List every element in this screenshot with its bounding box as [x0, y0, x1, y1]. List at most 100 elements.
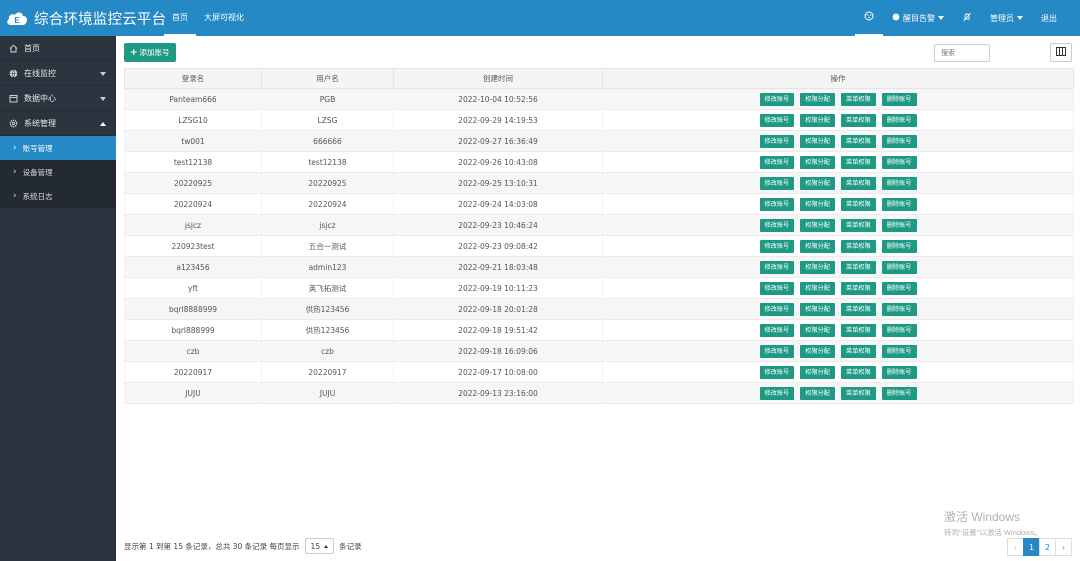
cell-username: 20220924 [261, 193, 394, 215]
mute-button[interactable] [953, 0, 981, 36]
edit-account-button[interactable]: 修改账号 [759, 365, 795, 379]
delete-account-button[interactable]: 删除账号 [881, 239, 917, 253]
windows-activation-watermark: 激活 Windows 转到"设置"以激活 Windows。 [944, 508, 1042, 538]
delete-account-button[interactable]: 删除账号 [881, 134, 917, 148]
edit-account-button[interactable]: 修改账号 [759, 155, 795, 169]
menu-permissions-button[interactable]: 菜单权限 [841, 365, 876, 379]
delete-account-button[interactable]: 删除账号 [881, 176, 917, 190]
alarm-globe-icon [892, 13, 900, 23]
menu-permissions-button[interactable]: 菜单权限 [841, 386, 876, 400]
sidebar-item-system-management[interactable]: 系统管理 [0, 111, 116, 136]
delete-account-button[interactable]: 删除账号 [881, 344, 917, 358]
edit-account-button[interactable]: 修改账号 [759, 302, 795, 316]
edit-account-button[interactable]: 修改账号 [759, 113, 795, 127]
edit-account-button[interactable]: 修改账号 [759, 176, 795, 190]
cell-login: bqrl888999 [124, 319, 262, 341]
pagination-page-1[interactable]: 1 [1023, 538, 1040, 556]
columns-toggle-button[interactable] [1050, 43, 1072, 62]
cell-username: 五合一测试 [261, 235, 394, 257]
search-input[interactable] [934, 44, 990, 62]
cell-actions: 修改账号 权限分配 菜单权限 删除账号 [602, 109, 1074, 131]
assign-permissions-button[interactable]: 权限分配 [800, 281, 835, 295]
user-dropdown[interactable]: 管理员 [981, 0, 1032, 36]
assign-permissions-button[interactable]: 权限分配 [800, 113, 835, 127]
assign-permissions-button[interactable]: 权限分配 [800, 239, 835, 253]
edit-account-button[interactable]: 修改账号 [759, 323, 795, 337]
palette-button[interactable] [855, 0, 883, 36]
assign-permissions-button[interactable]: 权限分配 [800, 155, 835, 169]
sidebar-subitem-device-management[interactable]: › 设备管理 [0, 160, 116, 184]
sidebar-subitem-account-management[interactable]: › 账号管理 [0, 136, 116, 160]
chevron-down-icon [100, 97, 106, 101]
assign-permissions-button[interactable]: 权限分配 [800, 218, 835, 232]
delete-account-button[interactable]: 删除账号 [881, 323, 917, 337]
column-header-login[interactable]: 登录名 [124, 68, 262, 89]
globe-icon [8, 69, 18, 78]
table-row: test12138 test12138 2022-09-26 10:43:08 修改账… [124, 151, 1074, 173]
sidebar-item-online-monitor[interactable]: 在线监控 [0, 61, 116, 86]
menu-permissions-button[interactable]: 菜单权限 [841, 260, 876, 274]
menu-permissions-button[interactable]: 菜单权限 [841, 323, 876, 337]
menu-permissions-button[interactable]: 菜单权限 [841, 302, 876, 316]
edit-account-button[interactable]: 修改账号 [759, 239, 795, 253]
edit-account-button[interactable]: 修改账号 [759, 386, 795, 400]
menu-permissions-button[interactable]: 菜单权限 [841, 239, 876, 253]
delete-account-button[interactable]: 删除账号 [881, 155, 917, 169]
column-header-username[interactable]: 用户名 [261, 68, 394, 89]
logout-button[interactable]: 退出 [1041, 13, 1057, 23]
pagination: ‹ 1 2 › [1007, 538, 1072, 556]
assign-permissions-button[interactable]: 权限分配 [800, 302, 835, 316]
delete-account-button[interactable]: 删除账号 [881, 260, 917, 274]
assign-permissions-button[interactable]: 权限分配 [800, 176, 835, 190]
sidebar-item-data-center[interactable]: 数据中心 [0, 86, 116, 111]
column-header-created[interactable]: 创建时间 [393, 68, 603, 89]
delete-account-button[interactable]: 删除账号 [881, 218, 917, 232]
gear-icon [8, 119, 18, 128]
delete-account-button[interactable]: 删除账号 [881, 113, 917, 127]
pagination-prev[interactable]: ‹ [1007, 538, 1024, 556]
assign-permissions-button[interactable]: 权限分配 [800, 344, 835, 358]
row-action-group: 修改账号 权限分配 菜单权限 删除账号 [604, 92, 1073, 106]
assign-permissions-button[interactable]: 权限分配 [800, 386, 835, 400]
top-nav-home[interactable]: 首页 [164, 0, 196, 36]
sidebar-item-home[interactable]: 首页 [0, 36, 116, 61]
cell-actions: 修改账号 权限分配 菜单权限 删除账号 [602, 235, 1074, 257]
menu-permissions-button[interactable]: 菜单权限 [841, 344, 876, 358]
edit-account-button[interactable]: 修改账号 [759, 260, 795, 274]
menu-permissions-button[interactable]: 菜单权限 [841, 197, 876, 211]
delete-account-button[interactable]: 删除账号 [881, 365, 917, 379]
edit-account-button[interactable]: 修改账号 [759, 197, 795, 211]
menu-permissions-button[interactable]: 菜单权限 [841, 281, 876, 295]
assign-permissions-button[interactable]: 权限分配 [800, 134, 835, 148]
edit-account-button[interactable]: 修改账号 [759, 92, 795, 106]
menu-permissions-button[interactable]: 菜单权限 [841, 92, 876, 106]
top-nav-big-screen[interactable]: 大屏可视化 [204, 13, 244, 22]
assign-permissions-button[interactable]: 权限分配 [800, 92, 835, 106]
add-account-button[interactable]: + 添加账号 [124, 43, 176, 62]
row-action-group: 修改账号 权限分配 菜单权限 删除账号 [604, 176, 1073, 190]
assign-permissions-button[interactable]: 权限分配 [800, 323, 835, 337]
menu-permissions-button[interactable]: 菜单权限 [841, 218, 876, 232]
menu-permissions-button[interactable]: 菜单权限 [841, 134, 876, 148]
menu-permissions-button[interactable]: 菜单权限 [841, 155, 876, 169]
delete-account-button[interactable]: 删除账号 [881, 197, 917, 211]
delete-account-button[interactable]: 删除账号 [881, 386, 917, 400]
edit-account-button[interactable]: 修改账号 [759, 134, 795, 148]
sidebar-subitem-system-log[interactable]: › 系统日志 [0, 184, 116, 208]
sidebar-item-label: 系统管理 [24, 118, 56, 128]
delete-account-button[interactable]: 删除账号 [881, 281, 917, 295]
assign-permissions-button[interactable]: 权限分配 [800, 365, 835, 379]
menu-permissions-button[interactable]: 菜单权限 [841, 113, 876, 127]
edit-account-button[interactable]: 修改账号 [759, 218, 795, 232]
assign-permissions-button[interactable]: 权限分配 [800, 197, 835, 211]
delete-account-button[interactable]: 删除账号 [881, 302, 917, 316]
pagination-page-2[interactable]: 2 [1039, 538, 1056, 556]
pagination-next[interactable]: › [1055, 538, 1072, 556]
edit-account-button[interactable]: 修改账号 [759, 344, 795, 358]
alarm-dropdown[interactable]: 醒目告警 [883, 0, 953, 36]
delete-account-button[interactable]: 删除账号 [881, 92, 917, 106]
menu-permissions-button[interactable]: 菜单权限 [841, 176, 876, 190]
assign-permissions-button[interactable]: 权限分配 [800, 260, 835, 274]
edit-account-button[interactable]: 修改账号 [759, 281, 795, 295]
page-size-select[interactable]: 15 [304, 538, 335, 554]
